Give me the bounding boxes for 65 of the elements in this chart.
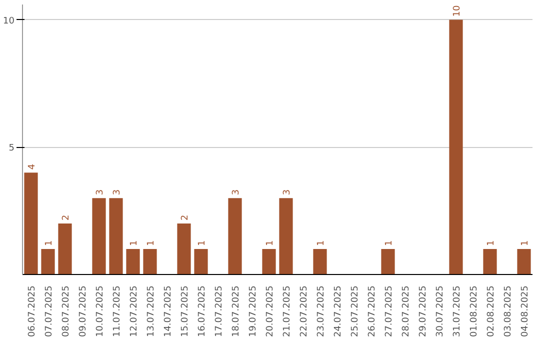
x-tick-label: 09.07.2025 (78, 286, 88, 338)
x-tick-label: 30.07.2025 (436, 286, 446, 338)
bar (228, 198, 242, 274)
x-tick-label: 07.07.2025 (44, 286, 54, 338)
data-label: 2 (62, 214, 72, 221)
data-label: 3 (96, 189, 106, 196)
x-tick-label: 28.07.2025 (402, 286, 412, 338)
x-tick-label: 03.08.2025 (504, 286, 514, 338)
x-tick-label: 23.07.2025 (316, 286, 326, 338)
x-tick-label: 17.07.2025 (214, 286, 224, 338)
x-tick-label: 10.07.2025 (96, 286, 106, 338)
y-tick-label: 5 (8, 144, 15, 154)
x-tick-label: 21.07.2025 (282, 286, 292, 338)
x-tick-label: 16.07.2025 (198, 286, 208, 338)
data-label: 1 (130, 240, 140, 246)
x-tick-label: 20.07.2025 (266, 286, 276, 338)
bar (279, 198, 293, 274)
data-label: 3 (112, 189, 122, 196)
data-label: 4 (28, 164, 38, 170)
bar (143, 249, 157, 274)
bar (109, 198, 123, 274)
x-tick-label: 13.07.2025 (146, 286, 156, 338)
x-tick-label: 27.07.2025 (384, 286, 394, 338)
x-tick-label: 24.07.2025 (334, 286, 344, 338)
x-tick-label: 06.07.2025 (28, 286, 38, 338)
bar (24, 172, 38, 274)
x-tick-label: 25.07.2025 (350, 286, 360, 338)
data-label: 3 (282, 189, 292, 196)
bar (313, 249, 327, 274)
x-tick-label: 22.07.2025 (300, 286, 310, 338)
x-tick-label: 14.07.2025 (164, 286, 174, 338)
x-tick-label: 04.08.2025 (520, 286, 530, 338)
data-label: 1 (146, 240, 156, 246)
data-label: 1 (384, 240, 394, 246)
bar (177, 224, 191, 274)
data-label: 1 (44, 240, 54, 246)
x-tick-label: 02.08.2025 (486, 286, 496, 338)
x-tick-label: 08.07.2025 (62, 286, 72, 338)
bar (449, 20, 463, 274)
x-tick-label: 29.07.2025 (418, 286, 428, 338)
bar (517, 249, 531, 274)
data-label: 1 (520, 240, 530, 246)
data-label: 2 (180, 214, 190, 221)
x-tick-label: 01.08.2025 (470, 286, 480, 338)
x-tick-label: 31.07.2025 (452, 286, 462, 338)
bar (58, 224, 72, 274)
bar (92, 198, 106, 274)
bar (381, 249, 395, 274)
bar (41, 249, 55, 274)
x-tick-label: 18.07.2025 (232, 286, 242, 338)
x-tick-label: 11.07.2025 (112, 286, 122, 338)
x-tick-label: 12.07.2025 (130, 286, 140, 338)
data-label: 10 (452, 5, 462, 17)
x-tick-label: 26.07.2025 (368, 286, 378, 338)
bar (194, 249, 208, 274)
bar (262, 249, 276, 274)
data-label: 3 (232, 189, 242, 196)
x-tick-label: 19.07.2025 (248, 286, 258, 338)
data-label: 1 (316, 240, 326, 246)
data-label: 1 (486, 240, 496, 246)
data-label: 1 (198, 240, 208, 246)
data-label: 1 (266, 240, 276, 246)
bar (126, 249, 140, 274)
x-tick-label: 15.07.2025 (180, 286, 190, 338)
bar (483, 249, 497, 274)
